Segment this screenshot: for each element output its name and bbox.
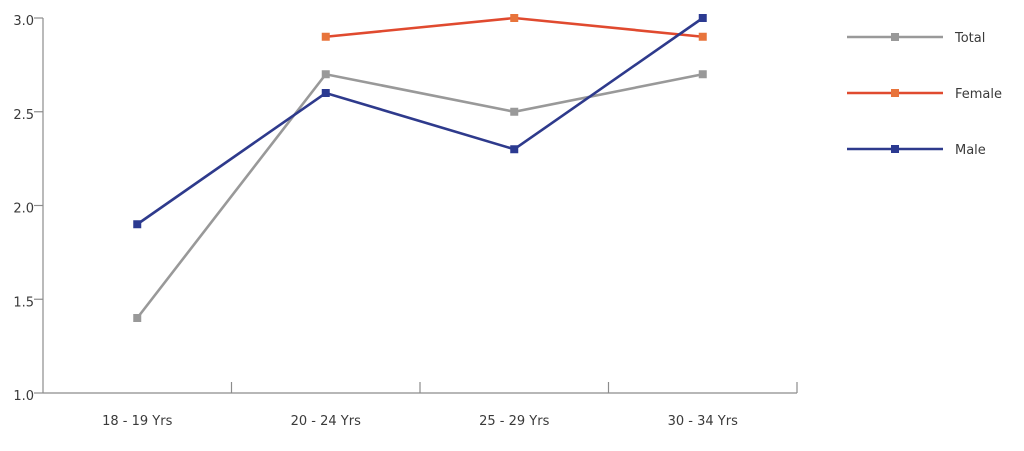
x-tick-label-20-24-yrs: 20 - 24 Yrs [291,414,361,429]
point-total-18-19-yrs [133,314,142,322]
point-male-18-19-yrs [133,220,142,229]
legend-marker-male [891,145,899,153]
point-female-25-29-yrs [510,14,519,22]
point-female-20-24-yrs [321,32,330,41]
y-axis-ticks: 1.0 1.5 2.0 2.5 3.0 [13,14,43,404]
y-tick-label-2-0: 2.0 [13,202,34,217]
y-tick-label-2-5: 2.5 [13,108,34,123]
point-total-25-29-yrs [510,107,519,116]
y-tick-label-3-0: 3.0 [13,14,34,29]
legend-marker-total [891,33,899,41]
point-male-20-24-yrs [321,89,330,97]
legend-label-male: Male [955,143,986,158]
series-lines [136,16,704,319]
chart-axes [42,18,797,394]
x-axis-ticks: 18 - 19 Yrs 20 - 24 Yrs 25 - 29 Yrs 30 - 34… [102,382,798,429]
legend-item-total: Total [847,31,985,46]
x-tick-label-25-29-yrs: 25 - 29 Yrs [479,414,549,429]
legend: Total Female Male [847,31,1002,158]
legend-item-male: Male [847,143,986,158]
x-tick-label-18-19-yrs: 18 - 19 Yrs [102,414,172,429]
legend-item-female: Female [847,87,1002,102]
series-line-total [136,72,704,319]
y-tick-label-1-5: 1.5 [13,295,34,310]
y-tick-label-1-0: 1.0 [13,389,34,404]
point-total-30-34-yrs [698,70,707,79]
legend-marker-female [891,89,899,97]
point-female-30-34-yrs [698,32,707,41]
legend-label-total: Total [954,31,985,46]
point-male-30-34-yrs [698,14,707,22]
point-male-25-29-yrs [510,145,519,154]
series-line-male [136,16,704,226]
point-total-20-24-yrs [321,70,330,79]
x-tick-label-30-34-yrs: 30 - 34 Yrs [668,414,738,429]
series-markers [133,14,707,322]
legend-label-female: Female [955,87,1002,102]
